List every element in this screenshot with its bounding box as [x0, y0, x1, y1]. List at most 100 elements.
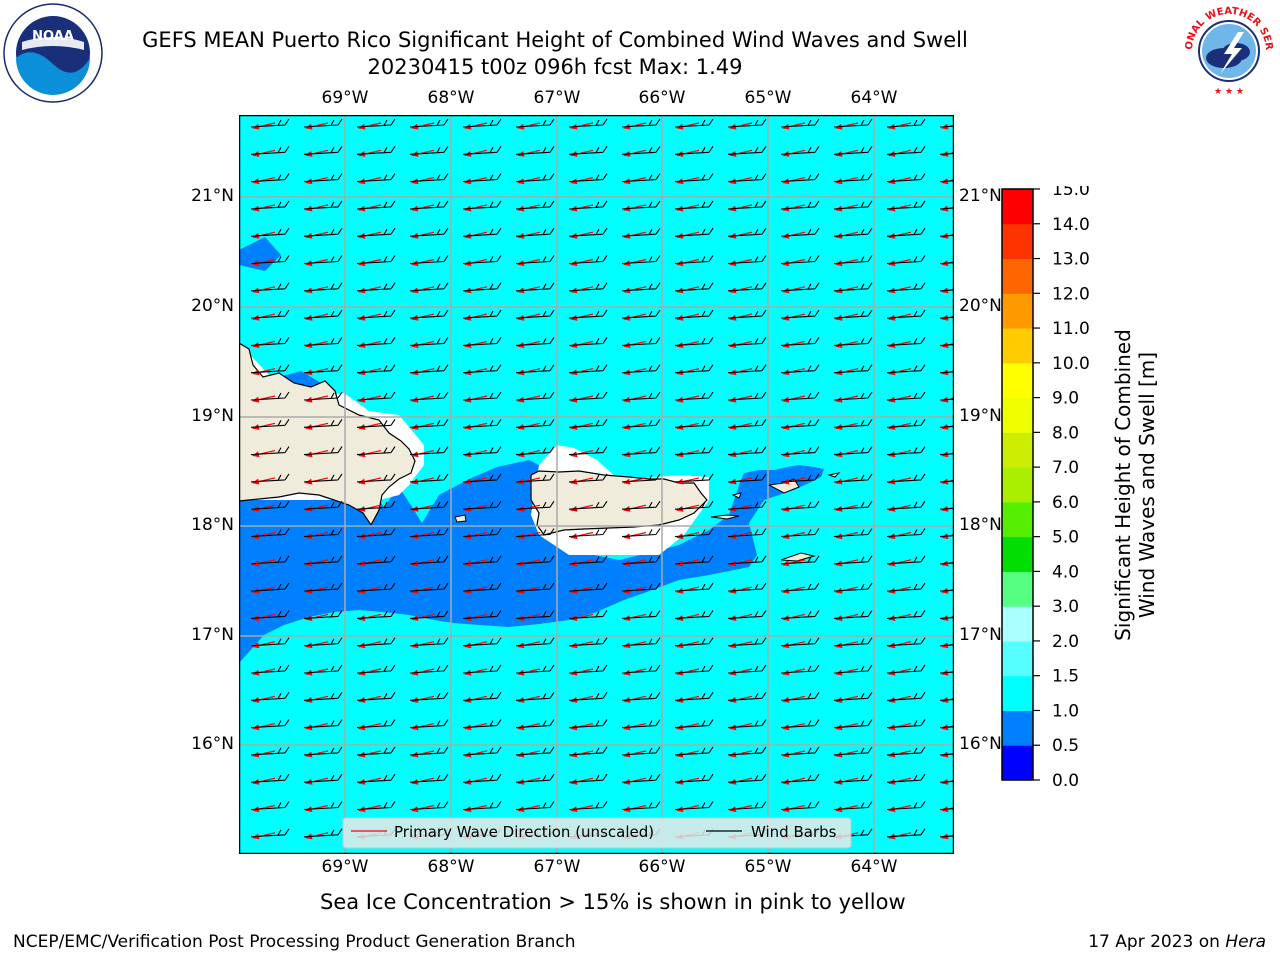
- wind-barb: [568, 582, 608, 592]
- wind-barb: [409, 418, 449, 428]
- wind-barb: [621, 637, 661, 647]
- wind-barb: [356, 309, 396, 319]
- wind-barb: [568, 173, 608, 183]
- colorbar-segment: [1002, 571, 1033, 607]
- wind-barb: [621, 500, 661, 510]
- wind-barb: [568, 528, 608, 538]
- wind-barb: [303, 582, 343, 592]
- wind-barb: [250, 145, 290, 155]
- wind-barb: [462, 473, 502, 483]
- wind-barb: [462, 773, 502, 783]
- footer-date-text: 17 Apr 2023 on: [1088, 932, 1226, 952]
- wind-barb: [833, 309, 873, 319]
- wind-barb: [833, 418, 873, 428]
- wind-barb: [833, 227, 873, 237]
- wind-barb: [939, 835, 954, 838]
- wind-barb: [621, 118, 661, 128]
- wind-barb: [409, 255, 449, 265]
- wind-barb: [462, 637, 502, 647]
- wind-barb: [939, 535, 954, 538]
- wind-barb: [939, 398, 954, 401]
- footer-credit: NCEP/EMC/Verification Post Processing Pr…: [13, 932, 576, 952]
- wind-barb: [515, 500, 555, 510]
- wind-barb: [674, 801, 714, 811]
- wind-barb: [621, 255, 661, 265]
- wind-barb: [727, 145, 767, 155]
- wind-barb: [886, 337, 926, 346]
- wind-barb: [886, 664, 926, 674]
- colorbar-segment: [1002, 710, 1033, 746]
- wind-barb: [780, 282, 820, 292]
- wind-barb: [568, 118, 608, 128]
- wind-barb: [356, 364, 396, 374]
- colorbar: 0.0 0.5 1.0 1.5 2.0 3.0 4.0 5.0 6.0 7.0 8.0 9.0 10.0…: [1001, 186, 1090, 786]
- wind-barb: [250, 446, 290, 456]
- wind-barb: [780, 200, 820, 210]
- wind-barb: [303, 637, 343, 647]
- wind-barb: [409, 582, 449, 592]
- colorbar-tick-label: 0.5: [1052, 736, 1079, 756]
- wind-barb: [886, 145, 926, 155]
- wind-barb: [674, 691, 714, 701]
- noaa-logo: NOAA: [3, 3, 103, 103]
- wind-barb: [780, 227, 820, 237]
- wind-barb: [356, 691, 396, 701]
- wind-barb: [356, 200, 396, 210]
- wind-barb: [462, 282, 502, 292]
- wind-barb: [939, 671, 954, 674]
- wind-barb: [833, 500, 873, 510]
- wind-barb: [674, 173, 714, 183]
- wind-barb: [409, 118, 449, 128]
- wind-barb: [674, 773, 714, 783]
- wind-barb: [939, 698, 954, 701]
- wind-barb: [780, 528, 820, 538]
- wind-barb: [250, 255, 290, 265]
- wind-barb: [939, 453, 954, 456]
- wind-barb: [780, 801, 820, 811]
- wind-barb: [303, 555, 343, 565]
- noaa-logo-text: NOAA: [32, 29, 74, 44]
- wind-barb: [515, 255, 555, 265]
- wind-barb: [939, 262, 954, 265]
- wind-barb: [833, 528, 873, 538]
- lat-label-right: 16°N: [959, 734, 1002, 754]
- wind-barb: [833, 664, 873, 674]
- wind-barb: [621, 145, 661, 155]
- wind-barb: [515, 473, 555, 483]
- lon-label-top: 67°W: [533, 88, 581, 108]
- wind-barb: [833, 801, 873, 811]
- colorbar-tick-label: 7.0: [1052, 458, 1079, 478]
- wind-barb: [462, 610, 502, 619]
- wind-barb: [886, 446, 926, 456]
- wind-barb: [833, 746, 873, 756]
- lon-label-top: 68°W: [427, 88, 475, 108]
- wind-barb: [568, 227, 608, 237]
- wind-barb: [674, 582, 714, 592]
- legend-barb-label: Wind Barbs: [751, 823, 837, 841]
- colorbar-segment: [1002, 328, 1033, 364]
- wind-barb: [833, 173, 873, 183]
- colorbar-tick-label: 15.0: [1052, 186, 1090, 200]
- wind-barb: [568, 418, 608, 428]
- wind-barb: [727, 500, 767, 510]
- wind-barb: [356, 610, 396, 619]
- colorbar-tick-label: 3.0: [1052, 597, 1079, 617]
- land-culebra: [731, 492, 742, 499]
- lon-label-top: 69°W: [321, 88, 369, 108]
- colorbar-segment: [1002, 397, 1033, 433]
- wind-barb: [939, 753, 954, 756]
- wind-barb: [886, 227, 926, 237]
- nws-logo: NATIONAL WEATHER SERVICE ★ ★ ★: [1180, 2, 1276, 98]
- wind-barb: [674, 664, 714, 674]
- wind-barb: [886, 473, 926, 483]
- wind-barb: [462, 801, 502, 811]
- wind-barb: [727, 664, 767, 674]
- wind-barb: [515, 746, 555, 756]
- wind-barb: [727, 337, 767, 346]
- wind-barb: [780, 118, 820, 128]
- wind-barb: [727, 118, 767, 128]
- wind-barb: [780, 309, 820, 319]
- wind-barb: [886, 118, 926, 128]
- land-virgin-islands: [767, 478, 800, 494]
- colorbar-tick-label: 13.0: [1052, 250, 1090, 270]
